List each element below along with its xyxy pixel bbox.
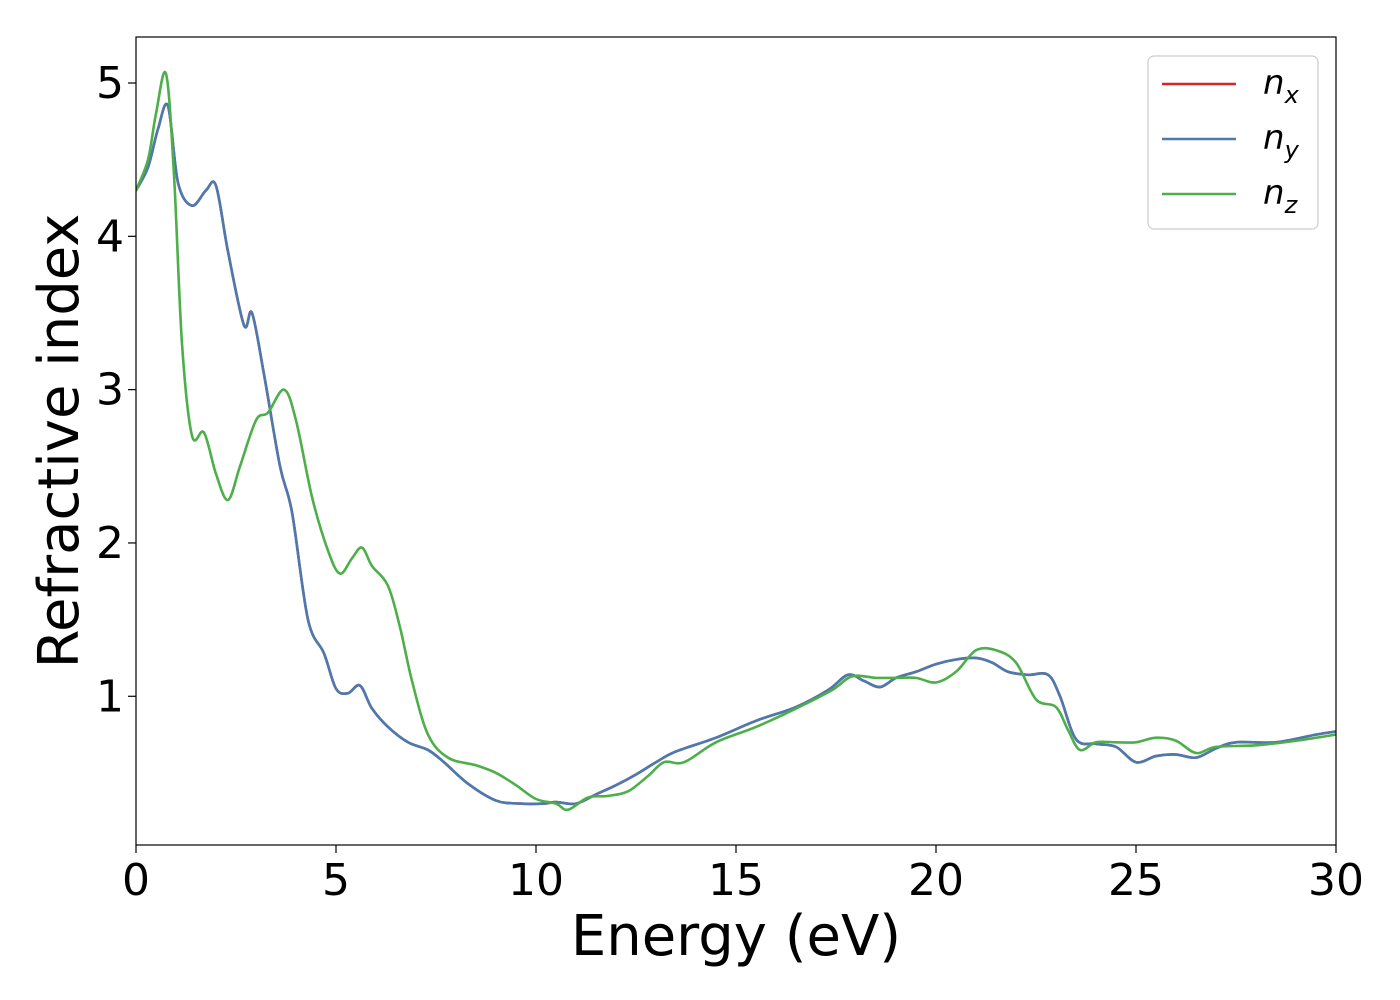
series-line-z xyxy=(136,70,1336,812)
y-axis-ticks: 1 2 3 4 5 xyxy=(96,58,136,722)
x-tick-label: 15 xyxy=(708,855,764,906)
legend-label-z: nz xyxy=(1263,173,1299,219)
legend-box xyxy=(1147,55,1319,230)
legend: nx ny nz xyxy=(1147,55,1319,230)
y-axis-label: Refractive index xyxy=(27,214,92,669)
series-line-y xyxy=(136,102,1336,806)
legend-label-y: ny xyxy=(1263,118,1300,164)
y-tick-label: 2 xyxy=(96,518,124,569)
y-tick-label: 4 xyxy=(96,211,124,262)
y-tick-label: 3 xyxy=(96,365,124,416)
y-tick-label: 1 xyxy=(96,671,124,722)
x-axis-ticks: 0 5 10 15 20 25 30 xyxy=(122,845,1364,906)
y-tick-label: 5 xyxy=(96,58,124,109)
x-tick-label: 5 xyxy=(322,855,350,906)
series-layer xyxy=(136,70,1336,812)
x-tick-label: 25 xyxy=(1108,855,1164,906)
x-tick-label: 20 xyxy=(908,855,964,906)
x-tick-label: 30 xyxy=(1308,855,1364,906)
x-axis-label: Energy (eV) xyxy=(571,904,901,969)
x-tick-label: 0 xyxy=(122,855,150,906)
legend-label-x: nx xyxy=(1263,63,1300,109)
x-tick-label: 10 xyxy=(508,855,564,906)
